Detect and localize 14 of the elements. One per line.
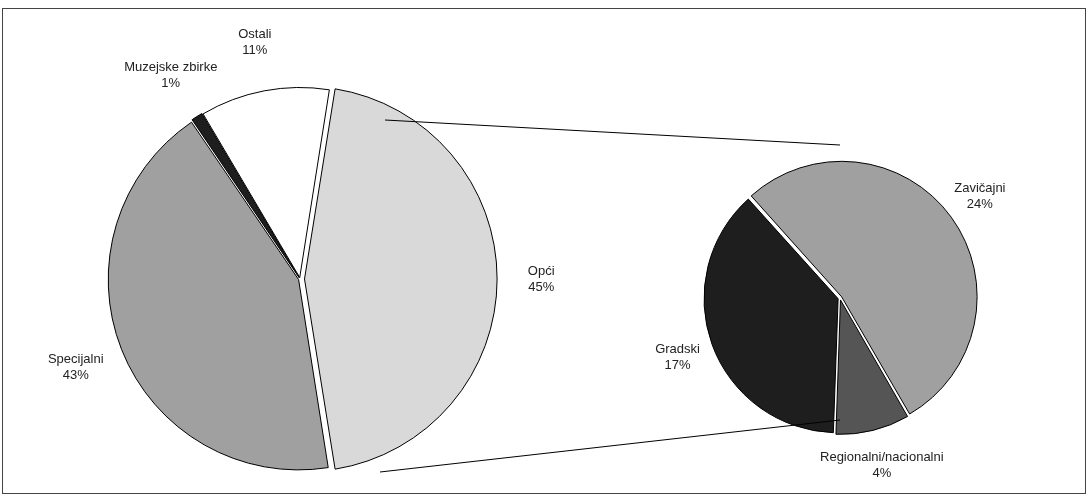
slice-label: Regionalni/nacionalni bbox=[820, 449, 944, 465]
slice-label: Gradski bbox=[655, 340, 701, 356]
data-label: 17% bbox=[664, 356, 691, 372]
slice-label: Zavičajni bbox=[954, 179, 1006, 195]
slice-label: Ostali bbox=[238, 25, 272, 41]
slice-label: Muzejske zbirke bbox=[124, 58, 218, 74]
data-label: 43% bbox=[62, 367, 90, 383]
data-label: 4% bbox=[872, 465, 892, 481]
slice-label: Opći bbox=[527, 262, 555, 278]
data-label: 1% bbox=[161, 74, 181, 90]
data-label: 24% bbox=[966, 195, 994, 211]
data-label: 11% bbox=[242, 41, 268, 57]
data-label: 45% bbox=[528, 278, 555, 294]
slice-label: Specijalni bbox=[47, 351, 104, 367]
